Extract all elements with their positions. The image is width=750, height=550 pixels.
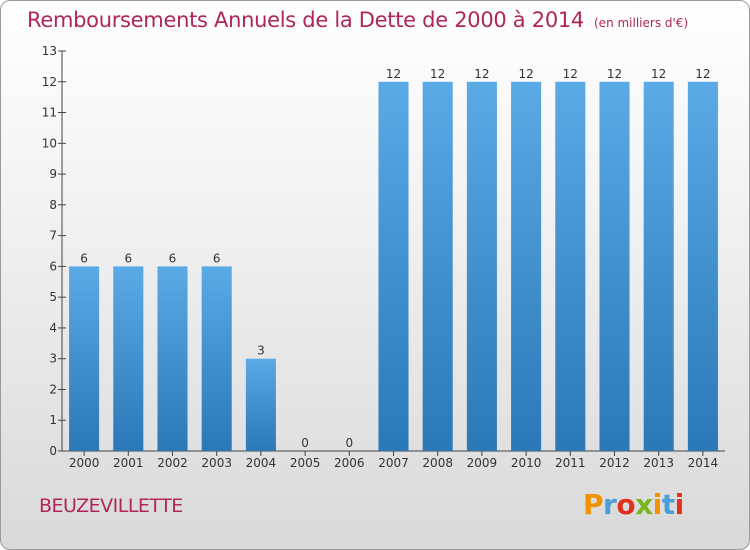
bar-2001 <box>113 266 144 451</box>
chart-title-text: Remboursements Annuels de la Dette de 20… <box>27 8 584 32</box>
x-tick-label-2004: 2004 <box>246 456 277 470</box>
x-tick-label-2014: 2014 <box>688 456 719 470</box>
brand-letter: o <box>616 488 636 521</box>
brand-letter: x <box>635 488 653 521</box>
y-tick-label: 10 <box>42 136 57 150</box>
x-tick-label-2007: 2007 <box>378 456 409 470</box>
y-tick-label: 7 <box>49 229 57 243</box>
y-tick-label: 12 <box>42 75 57 89</box>
x-tick-label-2011: 2011 <box>555 456 586 470</box>
data-label-2007: 12 <box>386 67 401 81</box>
x-tick-label-2013: 2013 <box>643 456 674 470</box>
x-tick-label-2012: 2012 <box>599 456 630 470</box>
x-tick-label-2003: 2003 <box>201 456 232 470</box>
y-tick-label: 2 <box>49 382 57 396</box>
data-label-2000: 6 <box>80 251 88 265</box>
x-tick-label-2009: 2009 <box>467 456 498 470</box>
y-tick-label: 13 <box>42 44 57 58</box>
data-label-2005: 0 <box>301 436 309 450</box>
x-tick-label-2006: 2006 <box>334 456 365 470</box>
y-tick-label: 6 <box>49 259 57 273</box>
data-label-2002: 6 <box>169 251 177 265</box>
data-label-2004: 3 <box>257 344 265 358</box>
chart-subtitle: (en milliers d'€) <box>594 16 689 30</box>
y-tick-label: 9 <box>49 167 57 181</box>
x-tick-label-2000: 2000 <box>69 456 100 470</box>
y-tick-label: 0 <box>49 444 57 458</box>
bar-2014 <box>687 81 718 452</box>
proxiti-logo: Proxiti <box>583 488 684 521</box>
bar-2007 <box>378 81 409 452</box>
y-tick-label: 5 <box>49 290 57 304</box>
x-tick-label-2005: 2005 <box>290 456 321 470</box>
y-tick-label: 4 <box>49 321 57 335</box>
chart-title: Remboursements Annuels de la Dette de 20… <box>27 8 688 32</box>
bar-2003 <box>201 266 232 451</box>
brand-letter: i <box>674 488 685 521</box>
y-tick-label: 3 <box>49 352 57 366</box>
y-tick-label: 1 <box>49 413 57 427</box>
data-label-2009: 12 <box>474 67 489 81</box>
data-label-2003: 6 <box>213 251 221 265</box>
data-label-2012: 12 <box>607 67 622 81</box>
bar-2009 <box>466 81 497 452</box>
data-label-2014: 12 <box>695 67 710 81</box>
bar-2011 <box>555 81 586 452</box>
data-label-2008: 12 <box>430 67 445 81</box>
data-label-2011: 12 <box>563 67 578 81</box>
brand-letter: t <box>661 488 675 521</box>
bar-2013 <box>643 81 674 452</box>
brand-letter: P <box>583 488 604 521</box>
data-label-2013: 12 <box>651 67 666 81</box>
y-tick-label: 8 <box>49 198 57 212</box>
bar-2002 <box>157 266 188 451</box>
bar-2010 <box>511 81 542 452</box>
commune-name: BEUZEVILLETTE <box>39 495 183 517</box>
data-label-2010: 12 <box>518 67 533 81</box>
bar-2000 <box>69 266 100 451</box>
bar-2008 <box>422 81 453 452</box>
brand-letter: r <box>603 488 617 521</box>
y-tick-label: 11 <box>42 106 57 120</box>
bar-2004 <box>245 358 276 451</box>
x-tick-label-2002: 2002 <box>157 456 188 470</box>
x-tick-label-2008: 2008 <box>422 456 453 470</box>
x-tick-label-2010: 2010 <box>511 456 542 470</box>
data-label-2006: 0 <box>345 436 353 450</box>
data-label-2001: 6 <box>124 251 132 265</box>
x-tick-label-2001: 2001 <box>113 456 144 470</box>
bar-2012 <box>599 81 630 452</box>
brand-letter: i <box>652 488 663 521</box>
